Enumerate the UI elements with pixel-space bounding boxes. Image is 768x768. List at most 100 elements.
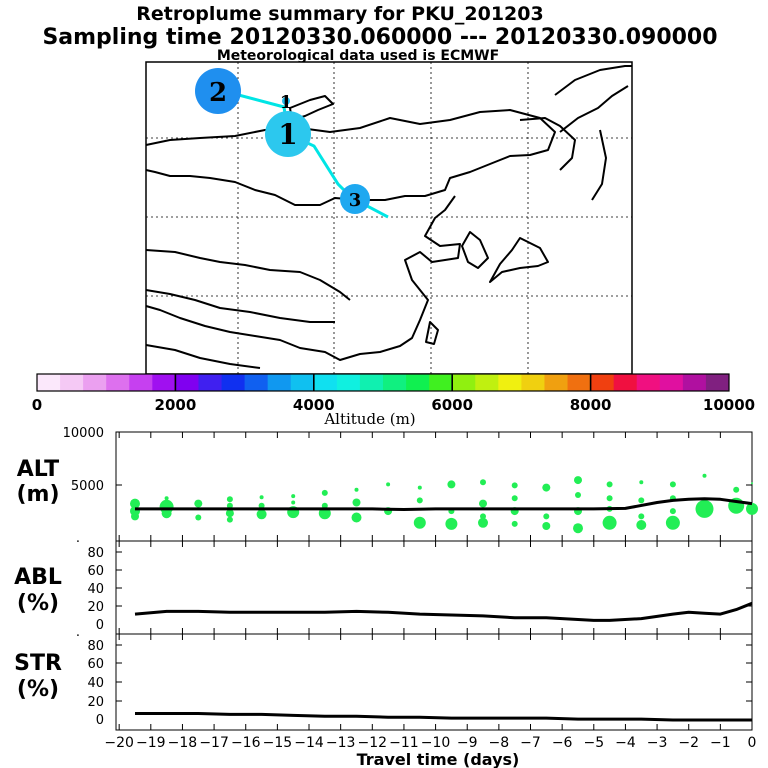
colorbar-swatch [452, 374, 476, 391]
alt-cluster-point [480, 479, 486, 486]
alt-cluster-point [751, 482, 753, 485]
cluster-2-number: 2 [209, 78, 227, 108]
colorbar-swatch [359, 374, 384, 391]
met-data-note: Meteorological data used is ECMWF [217, 48, 499, 64]
colorbar-swatch [83, 374, 107, 391]
alt-panel-label: ALT [17, 457, 59, 482]
colorbar-swatch [175, 374, 199, 391]
colorbar-tick-label: 6000 [431, 396, 473, 414]
alt-cluster-point [665, 515, 680, 530]
str-panel-label: STR [14, 651, 62, 676]
abl-ytick-label: 20 [87, 600, 104, 615]
alt-cluster-point [511, 482, 518, 489]
colorbar-swatch [659, 374, 684, 391]
colorbar-swatch [521, 374, 545, 391]
alt-panel-unit: (m) [16, 482, 59, 507]
x-tick-label: −1 [710, 735, 731, 751]
colorbar-swatch [244, 374, 269, 391]
colorbar-swatch [682, 374, 707, 391]
colorbar-swatch [475, 374, 499, 391]
x-tick-label: −6 [552, 735, 573, 751]
alt-cluster-point [352, 498, 361, 507]
x-tick-label: 0 [748, 735, 757, 751]
alt-mean-line [135, 497, 753, 511]
x-tick-label: −4 [615, 735, 636, 751]
alt-cluster-point [321, 489, 328, 496]
x-tick-label: −11 [389, 735, 419, 751]
alt-cluster-point [575, 492, 581, 498]
alt-cluster-point [542, 483, 551, 492]
alt-cluster-point [669, 508, 676, 515]
cluster-marker: 1 [265, 111, 311, 157]
colorbar-swatch [406, 374, 430, 391]
x-tick-label: −10 [421, 735, 451, 751]
x-tick-label: −12 [358, 735, 388, 751]
x-tick-label: −17 [199, 735, 229, 751]
alt-cluster-point [225, 509, 234, 518]
abl-ytick-label: 80 [87, 546, 104, 561]
alt-ytick-label: . [76, 531, 80, 546]
alt-cluster-point [447, 480, 456, 489]
abl-ytick-label: . [76, 625, 80, 640]
x-axis-label: Travel time (days) [357, 750, 520, 768]
alt-cluster-point [258, 502, 265, 509]
alt-cluster-point [131, 512, 139, 521]
x-tick-label: −7 [520, 735, 541, 751]
cluster-3-number: 3 [349, 190, 362, 211]
alt-cluster-point [479, 499, 487, 508]
colorbar-frame [36, 373, 730, 392]
x-tick-label: −3 [647, 735, 668, 751]
colorbar-swatch [221, 374, 245, 391]
str-line-layer [135, 712, 752, 722]
colorbar-swatch [198, 374, 222, 391]
alt-cluster-point [351, 512, 362, 523]
colorbar-swatch [267, 374, 292, 391]
x-tick-label: −15 [263, 735, 293, 751]
colorbar-swatch [313, 374, 338, 391]
cluster-1-number: 1 [278, 118, 297, 151]
x-tick-label: −14 [294, 735, 324, 751]
alt-panel-frame [115, 431, 753, 542]
str-ytick-label: 40 [87, 676, 104, 691]
colorbar-swatch [613, 374, 638, 391]
alt-cluster-point [417, 485, 422, 490]
colorbar-swatch [590, 374, 615, 391]
cluster-1-circle [265, 111, 311, 157]
x-tick-label: −5 [583, 735, 604, 751]
alt-cluster-point [733, 486, 740, 493]
x-tick-label: −13 [326, 735, 356, 751]
colorbar-tick-label: 0 [32, 396, 42, 414]
alt-cluster-point [542, 522, 551, 530]
alt-cluster-point [606, 495, 613, 502]
colorbar-swatch [429, 374, 453, 391]
colorbar-swatch [336, 374, 361, 391]
y-tick-marks [116, 551, 752, 702]
colorbar-tick-label: 8000 [570, 396, 612, 414]
colorbar-swatch [567, 374, 591, 391]
alt-cluster-point [638, 497, 645, 504]
map-panel: 2 1 1 3 [145, 61, 633, 375]
alt-cluster-point [291, 500, 296, 505]
alt-cluster-point [574, 476, 582, 485]
colorbar-swatch [129, 374, 153, 391]
cluster-marker: 1 [280, 92, 293, 113]
alt-cluster-point [445, 517, 458, 530]
str-panel-unit: (%) [17, 677, 59, 702]
colorbar-swatch [705, 374, 730, 391]
str-ytick-label: 80 [87, 639, 104, 654]
colorbar-swatch [37, 374, 61, 391]
alt-cluster-point [416, 497, 423, 504]
map-frame [145, 61, 633, 375]
colorbar-swatch [106, 374, 130, 391]
x-tick-label: −2 [678, 735, 699, 751]
alt-cluster-point [256, 509, 267, 520]
abl-line [134, 601, 753, 622]
cluster-2-circle [195, 68, 241, 114]
alt-cluster-point [478, 517, 488, 528]
colorbar-swatch [383, 374, 407, 391]
x-tick-label: −9 [457, 735, 478, 751]
alt-cluster-point [639, 480, 644, 485]
alt-scatter [130, 473, 758, 534]
alt-ytick-label: 10000 [63, 426, 104, 441]
